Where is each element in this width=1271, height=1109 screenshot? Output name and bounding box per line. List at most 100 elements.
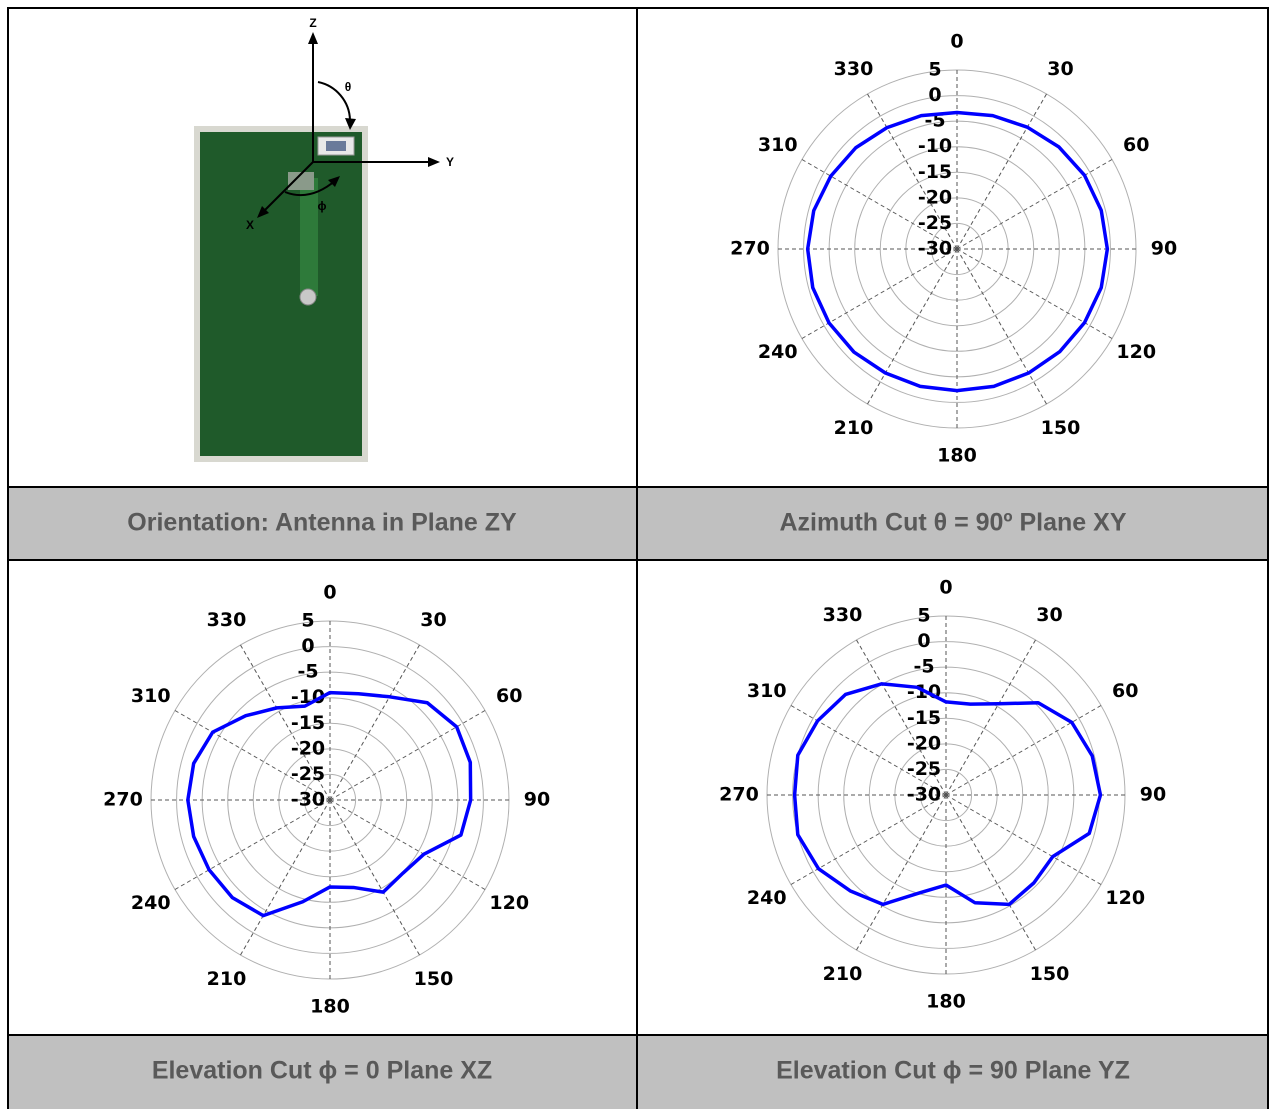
angle-tick-label: 240 [131,892,171,914]
angle-tick-label: 0 [939,577,952,599]
angle-tick-label: 150 [414,968,454,990]
angle-tick-label: 30 [420,609,446,631]
radial-tick-label: -30 [918,238,952,260]
grid-ring [176,646,484,954]
angle-tick-label: 210 [834,417,874,439]
grid-ring [879,171,1035,327]
grid-ring [868,717,1024,873]
table-borders [7,7,1269,1109]
angle-tick-label: 0 [950,31,963,53]
angle-tick-label: 180 [937,445,977,467]
radial-tick-label: 0 [301,635,314,657]
grid-spoke [956,159,1113,250]
grid-spoke [856,639,947,796]
angle-tick-label: 60 [496,685,522,707]
grid-spoke [174,799,331,890]
antenna-photo: Z Y X θ ϕ [194,16,454,462]
radial-tick-label: -30 [907,784,941,806]
angle-tick-label: 120 [489,892,529,914]
angle-tick-label: 270 [730,238,770,260]
radial-tick-label: -15 [918,161,952,183]
grid-ring [919,768,973,822]
radial-tick-label: -20 [291,737,325,759]
axis-label: Y [446,155,454,169]
grid-spoke [956,248,1047,405]
grid-spoke [240,644,331,801]
grid-spoke [945,705,1102,796]
grid-spoke [174,710,331,801]
angle-tick-label: 150 [1030,963,1070,985]
angle-tick-label: 330 [834,58,874,80]
radial-tick-label: -20 [918,186,952,208]
grid-spoke [956,93,1047,250]
angle-tick-label: 270 [103,789,143,811]
angle-tick-label: 30 [1047,58,1073,80]
angle-tick-label: 240 [747,887,787,909]
angle-tick-label: 180 [926,991,966,1013]
pattern-line [186,690,473,918]
grid-spoke [945,794,1102,885]
caption: Elevation Cut ϕ = 90 Plane YZ [776,1057,1130,1085]
angle-tick-label: 0 [323,582,336,604]
axis-label: Z [309,16,316,30]
angle-label: θ [345,80,352,94]
radial-tick-label: 5 [917,605,930,627]
radial-tick-label: -25 [918,212,952,234]
radial-tick-label: -15 [291,712,325,734]
grid-spoke [329,799,420,956]
grid-ring [803,95,1111,403]
caption: Azimuth Cut θ = 90º Plane XY [779,509,1126,537]
grid-spoke [945,794,1036,951]
grid-spoke [801,248,958,339]
grid-spoke [240,799,331,956]
radial-tick-label: 5 [928,59,941,81]
angle-tick-label: 310 [758,134,798,156]
grid-spoke [956,248,1113,339]
grid-ring [227,697,433,903]
grid-spoke [329,799,486,890]
angle-tick-label: 60 [1123,134,1149,156]
angle-tick-label: 310 [131,685,171,707]
angle-tick-label: 150 [1041,417,1081,439]
radial-tick-label: -30 [291,789,325,811]
grid-spoke [856,794,947,951]
angle-tick-label: 90 [1140,784,1166,806]
caption: Elevation Cut ϕ = 0 Plane XZ [152,1057,492,1085]
axis-label: X [246,218,254,232]
radial-tick-label: 0 [928,84,941,106]
angle-tick-label: 210 [823,963,863,985]
angle-tick-label: 310 [747,680,787,702]
grid-ring [252,722,408,878]
angle-tick-label: 270 [719,784,759,806]
pattern-line [805,110,1110,393]
radial-tick-label: -15 [907,707,941,729]
angle-tick-label: 90 [524,789,550,811]
radial-tick-label: -10 [291,686,325,708]
grid-spoke [790,794,947,885]
angle-tick-label: 90 [1151,238,1177,260]
radial-tick-label: -25 [291,763,325,785]
caption: Orientation: Antenna in Plane ZY [127,509,517,537]
grid-ring [303,773,357,827]
radial-tick-label: 5 [301,610,314,632]
pattern-line [792,682,1103,907]
angle-tick-label: 180 [310,996,350,1018]
grid-spoke [867,93,958,250]
radial-tick-label: -10 [918,135,952,157]
grid-spoke [945,639,1036,796]
angle-tick-label: 330 [207,609,247,631]
angle-tick-label: 60 [1112,680,1138,702]
angle-tick-label: 120 [1116,341,1156,363]
grid-ring [930,222,984,276]
radial-tick-label: -5 [913,656,934,678]
radial-tick-label: -20 [907,732,941,754]
grid-spoke [801,159,958,250]
angle-tick-label: 240 [758,341,798,363]
angle-label: ϕ [318,199,327,213]
angle-tick-label: 30 [1036,604,1062,626]
grid-ring [843,692,1049,898]
radial-tick-label: 0 [917,630,930,652]
grid-spoke [329,710,486,801]
grid-spoke [329,644,420,801]
